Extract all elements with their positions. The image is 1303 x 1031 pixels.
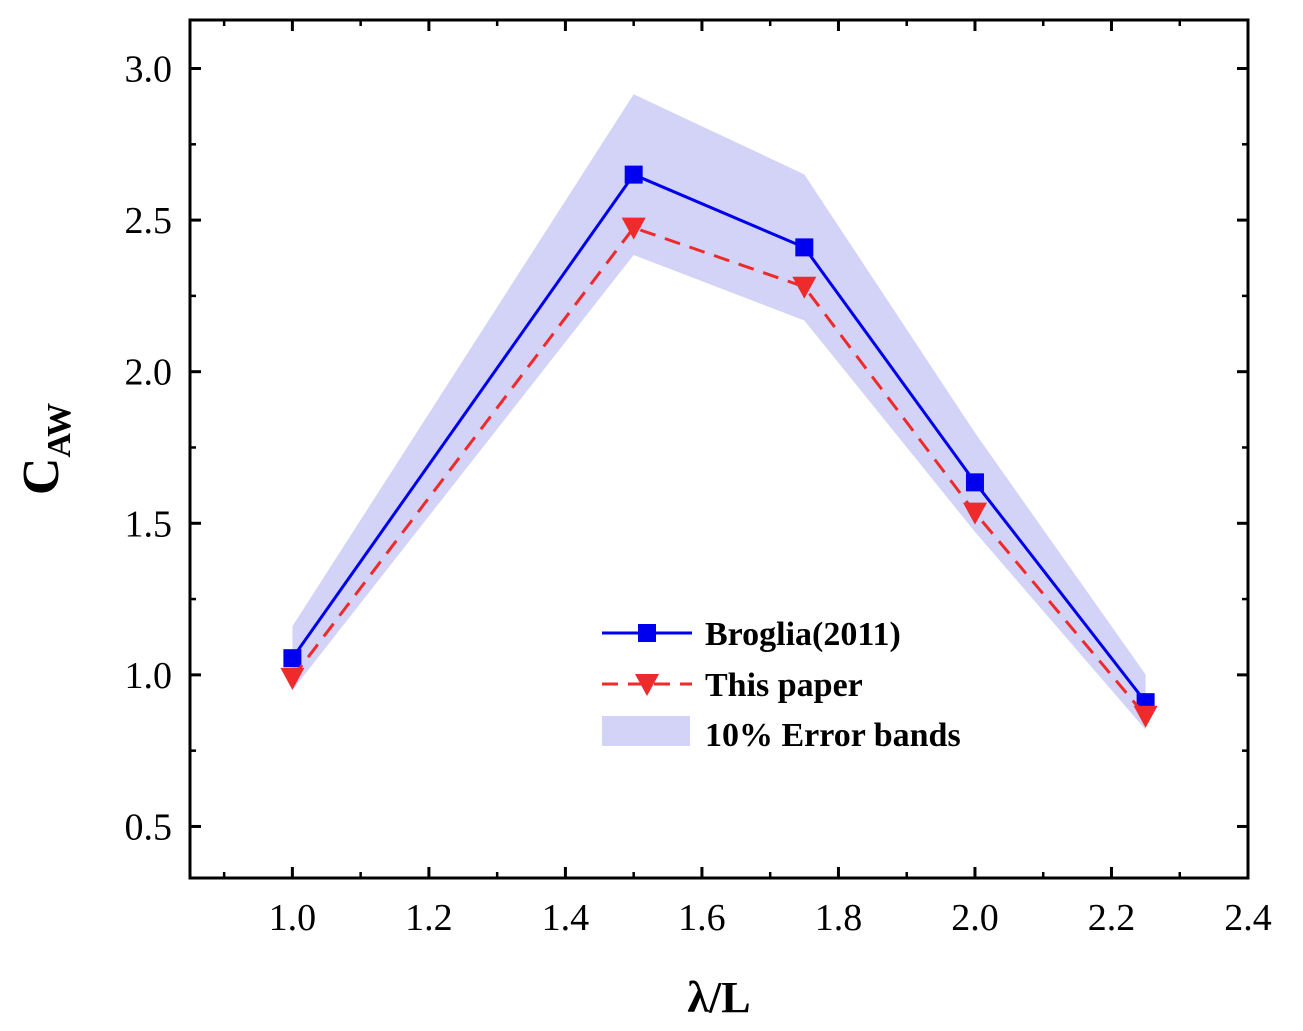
y-tick-label-5: 3.0: [125, 49, 173, 91]
marker-broglia-3: [965, 473, 984, 492]
x-axis-title: λ/L: [687, 973, 750, 1022]
y-tick-label-3: 2.0: [125, 352, 173, 394]
legend-label-broglia: Broglia(2011): [705, 616, 901, 653]
legend-marker-broglia: [638, 624, 656, 642]
tick-layer: [190, 20, 1250, 878]
marker-this-paper-1: [621, 217, 646, 240]
x-tick-label-1: 1.2: [405, 897, 453, 939]
y-axis-title-main: C: [13, 458, 70, 496]
legend-label-this-paper: This paper: [705, 667, 863, 704]
x-tick-label-3: 1.6: [678, 897, 726, 939]
plot-frame: [188, 18, 1250, 880]
y-tick-label-1: 1.0: [125, 655, 173, 697]
y-tick-label-4: 2.5: [125, 200, 173, 242]
y-axis-title: CAW: [13, 403, 78, 495]
y-tick-labels: 0.5 1.0 1.5 2.0 2.5 3.0: [125, 49, 173, 849]
x-tick-label-5: 2.0: [951, 897, 999, 939]
y-tick-label-0: 0.5: [125, 806, 173, 848]
x-tick-label-4: 1.8: [815, 897, 863, 939]
x-tick-label-6: 2.2: [1088, 897, 1136, 939]
marker-this-paper-3: [962, 502, 987, 525]
marker-this-paper-2: [792, 276, 817, 299]
y-axis-title-subscript: AW: [41, 403, 78, 458]
marker-broglia-2: [795, 238, 814, 257]
series-line-1: [291, 225, 1147, 717]
series-layer: [280, 165, 1158, 728]
error-band: [292, 94, 1146, 730]
marker-this-paper-4: [1133, 705, 1158, 728]
marker-broglia-1: [624, 165, 643, 184]
x-tick-label-7: 2.4: [1224, 897, 1272, 939]
marker-broglia-0: [283, 649, 302, 668]
y-tick-label-2: 1.5: [125, 503, 173, 545]
x-tick-label-2: 1.4: [542, 897, 590, 939]
legend: Broglia(2011) This paper 10% Error bands: [602, 616, 961, 754]
x-tick-labels: 1.0 1.2 1.4 1.6 1.8 2.0 2.2 2.4: [269, 897, 1272, 939]
legend-marker-this-paper: [635, 674, 659, 696]
x-tick-label-0: 1.0: [269, 897, 317, 939]
error-band-layer: [292, 94, 1146, 730]
legend-label-error-band: 10% Error bands: [705, 717, 961, 754]
marker-this-paper-0: [280, 667, 305, 690]
legend-swatch-error-band: [602, 716, 690, 746]
